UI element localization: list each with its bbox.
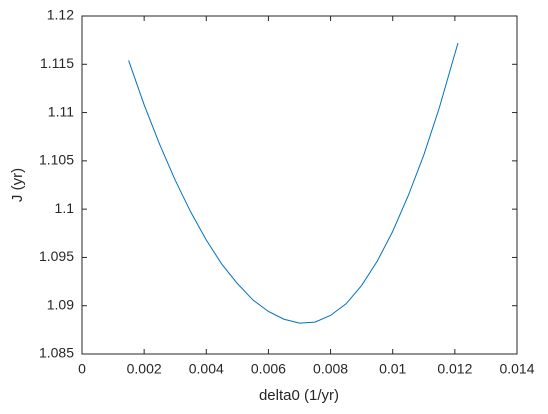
x-tick-label: 0.002 — [127, 361, 162, 377]
x-tick-label: 0.012 — [437, 361, 472, 377]
y-tick-label: 1.12 — [47, 7, 74, 23]
x-tick-label: 0 — [78, 361, 86, 377]
y-tick-label: 1.115 — [40, 55, 74, 71]
y-tick-label: 1.085 — [39, 345, 74, 361]
y-tick-label: 1.11 — [48, 103, 74, 119]
y-tick-label: 1.095 — [39, 248, 74, 264]
x-tick-label: 0.008 — [313, 361, 348, 377]
x-tick-label: 0.004 — [189, 361, 224, 377]
y-tick-label: 1.1 — [55, 200, 75, 216]
data-line — [128, 42, 459, 324]
y-axis-label: J (yr) — [9, 168, 26, 202]
x-tick-label: 0.01 — [379, 361, 406, 377]
y-tick-label: 1.105 — [39, 152, 74, 168]
y-tick-label: 1.09 — [47, 296, 74, 312]
x-tick-label: 0.006 — [251, 361, 286, 377]
x-tick-label: 0.014 — [499, 361, 534, 377]
plot-box — [81, 15, 518, 355]
x-axis-label: delta0 (1/yr) — [259, 387, 339, 404]
